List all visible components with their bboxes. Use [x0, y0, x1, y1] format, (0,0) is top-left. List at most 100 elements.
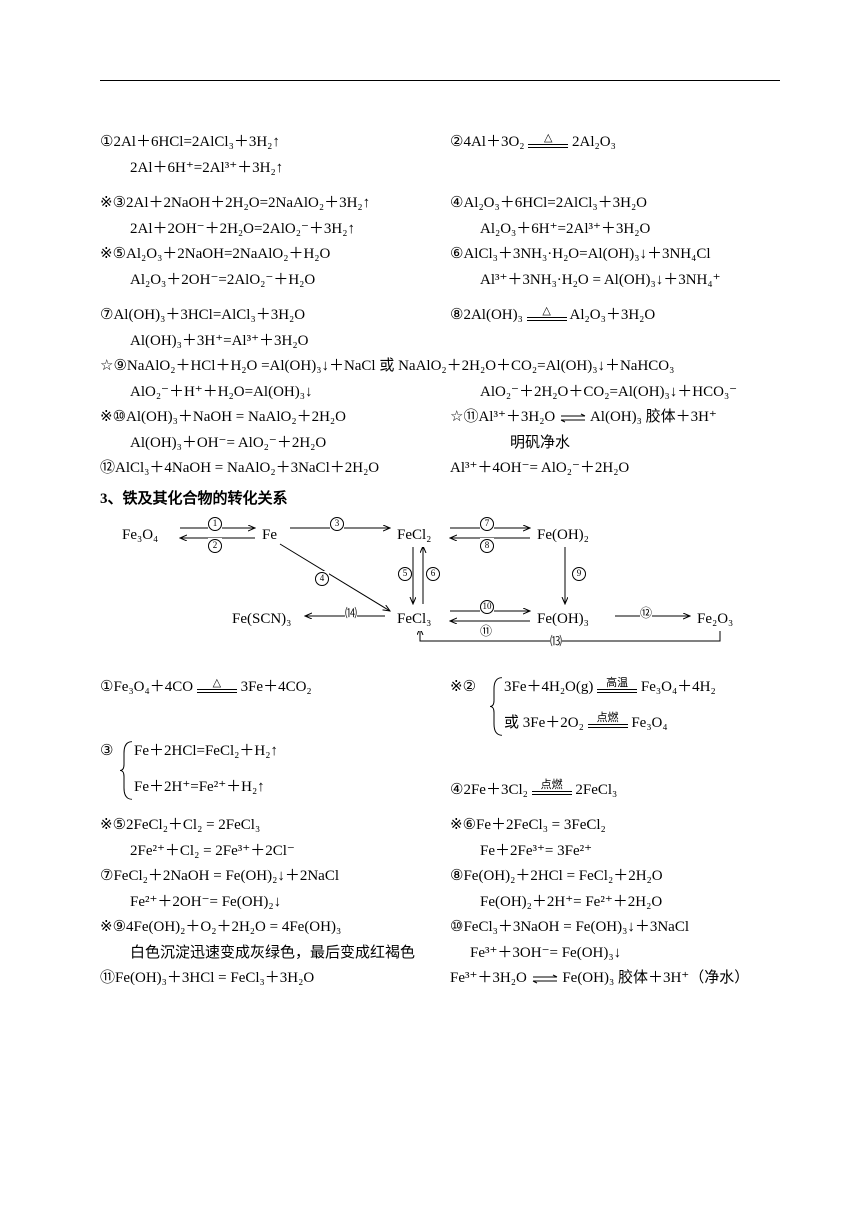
eq-right [450, 330, 780, 353]
eq-text: Fe(OH)₃ 胶体＋3H⁺（净水） [562, 970, 749, 986]
eq-left: 2Al＋6H⁺=2Al³⁺＋3H₂↑ [100, 157, 450, 180]
node: Fe(SCN)₃ [230, 608, 293, 631]
eq-right: Al³⁺＋4OH⁻= AlO₂⁻＋2H₂O [450, 457, 780, 480]
iron-diagram: Fe₃O₄ Fe FeCl₂ Fe(OH)₂ Fe(SCN)₃ FeCl₃ Fe… [120, 516, 770, 656]
eq-text: Fe＋2HCl=FeCl₂＋H₂↑ [134, 740, 450, 763]
eq-right: ④Al₂O₃＋6HCl=2AlCl₃＋3H₂O [450, 192, 780, 215]
eq-left: 2Fe²⁺＋Cl₂ = 2Fe³⁺＋2Cl⁻ [100, 840, 450, 863]
eq-left: 2Al＋2OH⁻＋2H₂O=2AlO₂⁻＋3H₂↑ [100, 218, 450, 241]
eq-row: Fe²⁺＋2OH⁻= Fe(OH)₂↓ Fe(OH)₂＋2H⁺= Fe²⁺＋2H… [100, 891, 780, 914]
eq-marker: ※② [450, 676, 490, 737]
eq-text: 3Fe＋4H₂O(g) [504, 679, 593, 695]
node: Fe₂O₃ [695, 608, 735, 631]
eq-right: ⑩FeCl₃＋3NaOH = Fe(OH)₃↓＋3NaCl [450, 916, 780, 939]
heat-arrow: △ [527, 307, 567, 325]
eq-left: ※③2Al＋2NaOH＋2H₂O=2NaAlO₂＋3H₂↑ [100, 192, 450, 215]
arrow-label: 3 [330, 517, 344, 531]
arrow-label: 8 [480, 539, 494, 553]
arrow-label: 6 [426, 567, 440, 581]
arrow-label: 10 [480, 600, 494, 614]
eq-left: 白色沉淀迅速变成灰绿色，最后变成红褐色 [100, 942, 470, 965]
eq-row: ※③2Al＋2NaOH＋2H₂O=2NaAlO₂＋3H₂↑ ④Al₂O₃＋6HC… [100, 192, 780, 215]
node: Fe₃O₄ [120, 524, 160, 547]
eq-marker: ③ [100, 740, 120, 801]
eq-row: ☆⑨NaAlO₂＋HCl＋H₂O =Al(OH)₃↓＋NaCl 或 NaAlO₂… [100, 355, 780, 378]
eq-left: ⑦FeCl₂＋2NaOH = Fe(OH)₂↓＋2NaCl [100, 865, 450, 888]
eq-text: 2Al₂O₃ [572, 134, 616, 150]
eq-row: 2Al＋2OH⁻＋2H₂O=2AlO₂⁻＋3H₂↑ Al₂O₃＋6H⁺=2Al³… [100, 218, 780, 241]
eq-row: 2Al＋6H⁺=2Al³⁺＋3H₂↑ [100, 157, 780, 180]
eq-row: ⑪Fe(OH)₃＋3HCl = FeCl₃＋3H₂O Fe³⁺＋3H₂O Fe(… [100, 967, 780, 990]
eq-full: ☆⑨NaAlO₂＋HCl＋H₂O =Al(OH)₃↓＋NaCl 或 NaAlO₂… [100, 355, 674, 378]
eq-row: ※⑤2FeCl₂＋Cl₂ = 2FeCl₃ ※⑥Fe＋2FeCl₃ = 3FeC… [100, 814, 780, 837]
node: Fe(OH)₃ [535, 608, 591, 631]
arrow-label: ⒁ [345, 606, 357, 620]
equilibrium-arrow [559, 412, 587, 424]
eq-left: ※⑨4Fe(OH)₂＋O₂＋2H₂O = 4Fe(OH)₃ [100, 916, 450, 939]
brace-icon [490, 676, 504, 737]
eq-row: 白色沉淀迅速变成灰绿色，最后变成红褐色 Fe³⁺＋3OH⁻= Fe(OH)₃↓ [100, 942, 780, 965]
eq-right: Al³⁺＋3NH₃·H₂O = Al(OH)₃↓＋3NH₄⁺ [450, 269, 780, 292]
arrow-label: 7 [480, 517, 494, 531]
eq-right: Al₂O₃＋6H⁺=2Al³⁺＋3H₂O [450, 218, 780, 241]
eq-right: AlO₂⁻＋2H₂O＋CO₂=Al(OH)₃↓＋HCO₃⁻ [450, 381, 780, 404]
eq-right: ⑧Fe(OH)₂＋2HCl = FeCl₂＋2H₂O [450, 865, 780, 888]
node: Fe [260, 524, 279, 547]
eq-right [450, 157, 780, 180]
eq-row: ※⑨4Fe(OH)₂＋O₂＋2H₂O = 4Fe(OH)₃ ⑩FeCl₃＋3Na… [100, 916, 780, 939]
eq-left: Al(OH)₃＋3H⁺=Al³⁺＋3H₂O [100, 330, 450, 353]
eq-row: ①2Al＋6HCl=2AlCl₃＋3H₂↑ ②4Al＋3O₂ △ 2Al₂O₃ [100, 131, 780, 154]
diagram-arrows [120, 516, 770, 656]
eq-left: ※⑤2FeCl₂＋Cl₂ = 2FeCl₃ [100, 814, 450, 837]
eq-row: Al₂O₃＋2OH⁻=2AlO₂⁻＋H₂O Al³⁺＋3NH₃·H₂O = Al… [100, 269, 780, 292]
eq-row: ①Fe₃O₄＋4CO △ 3Fe＋4CO₂ ※② 3Fe＋4H₂O(g) 高温 … [100, 676, 780, 737]
eq-left: ⑪Fe(OH)₃＋3HCl = FeCl₃＋3H₂O [100, 967, 450, 990]
eq-right: ※⑥Fe＋2FeCl₃ = 3FeCl₂ [450, 814, 780, 837]
heat-arrow: 高温 [597, 679, 637, 697]
eq-right: Fe³⁺＋3OH⁻= Fe(OH)₃↓ [470, 942, 780, 965]
arrow-label: ⒀ [550, 634, 562, 648]
heat-arrow: △ [528, 134, 568, 152]
eq-left: Fe²⁺＋2OH⁻= Fe(OH)₂↓ [100, 891, 450, 914]
eq-text: 2FeCl₃ [575, 782, 617, 798]
eq-right: ⑥AlCl₃＋3NH₃·H₂O=Al(OH)₃↓＋3NH₄Cl [450, 243, 780, 266]
eq-text: 3Fe＋4CO₂ [241, 679, 312, 695]
eq-right: ④2Fe＋3Cl₂ 点燃 2FeCl₃ [450, 779, 780, 802]
arrow-label: 5 [398, 567, 412, 581]
eq-row: AlO₂⁻＋H⁺＋H₂O=Al(OH)₃↓ AlO₂⁻＋2H₂O＋CO₂=Al(… [100, 381, 780, 404]
eq-right: Fe(OH)₂＋2H⁺= Fe²⁺＋2H₂O [450, 891, 780, 914]
eq-left: ※⑩Al(OH)₃＋NaOH = NaAlO₂＋2H₂O [100, 406, 450, 429]
eq-left: ⑫AlCl₃＋4NaOH = NaAlO₂＋3NaCl＋2H₂O [100, 457, 450, 480]
eq-text: ④2Fe＋3Cl₂ [450, 782, 528, 798]
eq-row: ③ Fe＋2HCl=FeCl₂＋H₂↑ Fe＋2H⁺=Fe²⁺＋H₂↑ ④2Fe… [100, 740, 780, 801]
eq-row: 2Fe²⁺＋Cl₂ = 2Fe³⁺＋2Cl⁻ Fe＋2Fe³⁺= 3Fe²⁺ [100, 840, 780, 863]
eq-text: ⑧2Al(OH)₃ [450, 307, 523, 323]
eq-text: Fe₃O₄ [631, 715, 667, 731]
equilibrium-arrow [531, 973, 559, 985]
eq-text: Fe³⁺＋3H₂O [450, 970, 527, 986]
eq-right: 明矾净水 [450, 432, 780, 455]
eq-text: 或 3Fe＋2O₂ [504, 715, 584, 731]
eq-left: ③ Fe＋2HCl=FeCl₂＋H₂↑ Fe＋2H⁺=Fe²⁺＋H₂↑ [100, 740, 450, 801]
eq-row: Al(OH)₃＋OH⁻= AlO₂⁻＋2H₂O 明矾净水 [100, 432, 780, 455]
eq-left: ※⑤Al₂O₃＋2NaOH=2NaAlO₂＋H₂O [100, 243, 450, 266]
eq-right: Fe³⁺＋3H₂O Fe(OH)₃ 胶体＋3H⁺（净水） [450, 967, 780, 990]
arrow-label: ⑪ [480, 624, 492, 638]
eq-right: Fe＋2Fe³⁺= 3Fe²⁺ [450, 840, 780, 863]
node: FeCl₂ [395, 524, 433, 547]
top-rule [100, 80, 780, 81]
eq-right: ②4Al＋3O₂ △ 2Al₂O₃ [450, 131, 780, 154]
heat-arrow: 点燃 [532, 781, 572, 799]
eq-right: ※② 3Fe＋4H₂O(g) 高温 Fe₃O₄＋4H₂ 或 3Fe＋2O₂ [450, 676, 780, 737]
arrow-label: 1 [208, 517, 222, 531]
node: FeCl₃ [395, 608, 433, 631]
eq-left: ①2Al＋6HCl=2AlCl₃＋3H₂↑ [100, 131, 450, 154]
eq-text: Al(OH)₃ 胶体＋3H⁺ [590, 409, 717, 425]
section-title: 3、铁及其化合物的转化关系 [100, 488, 780, 511]
arrow-label: 2 [208, 539, 222, 553]
eq-row: ※⑩Al(OH)₃＋NaOH = NaAlO₂＋2H₂O ☆⑪Al³⁺＋3H₂O… [100, 406, 780, 429]
eq-right: ⑧2Al(OH)₃ △ Al₂O₃＋3H₂O [450, 304, 780, 327]
arrow-label: ⑫ [640, 606, 652, 620]
arrow-label: 4 [315, 572, 329, 586]
eq-right: ☆⑪Al³⁺＋3H₂O Al(OH)₃ 胶体＋3H⁺ [450, 406, 780, 429]
